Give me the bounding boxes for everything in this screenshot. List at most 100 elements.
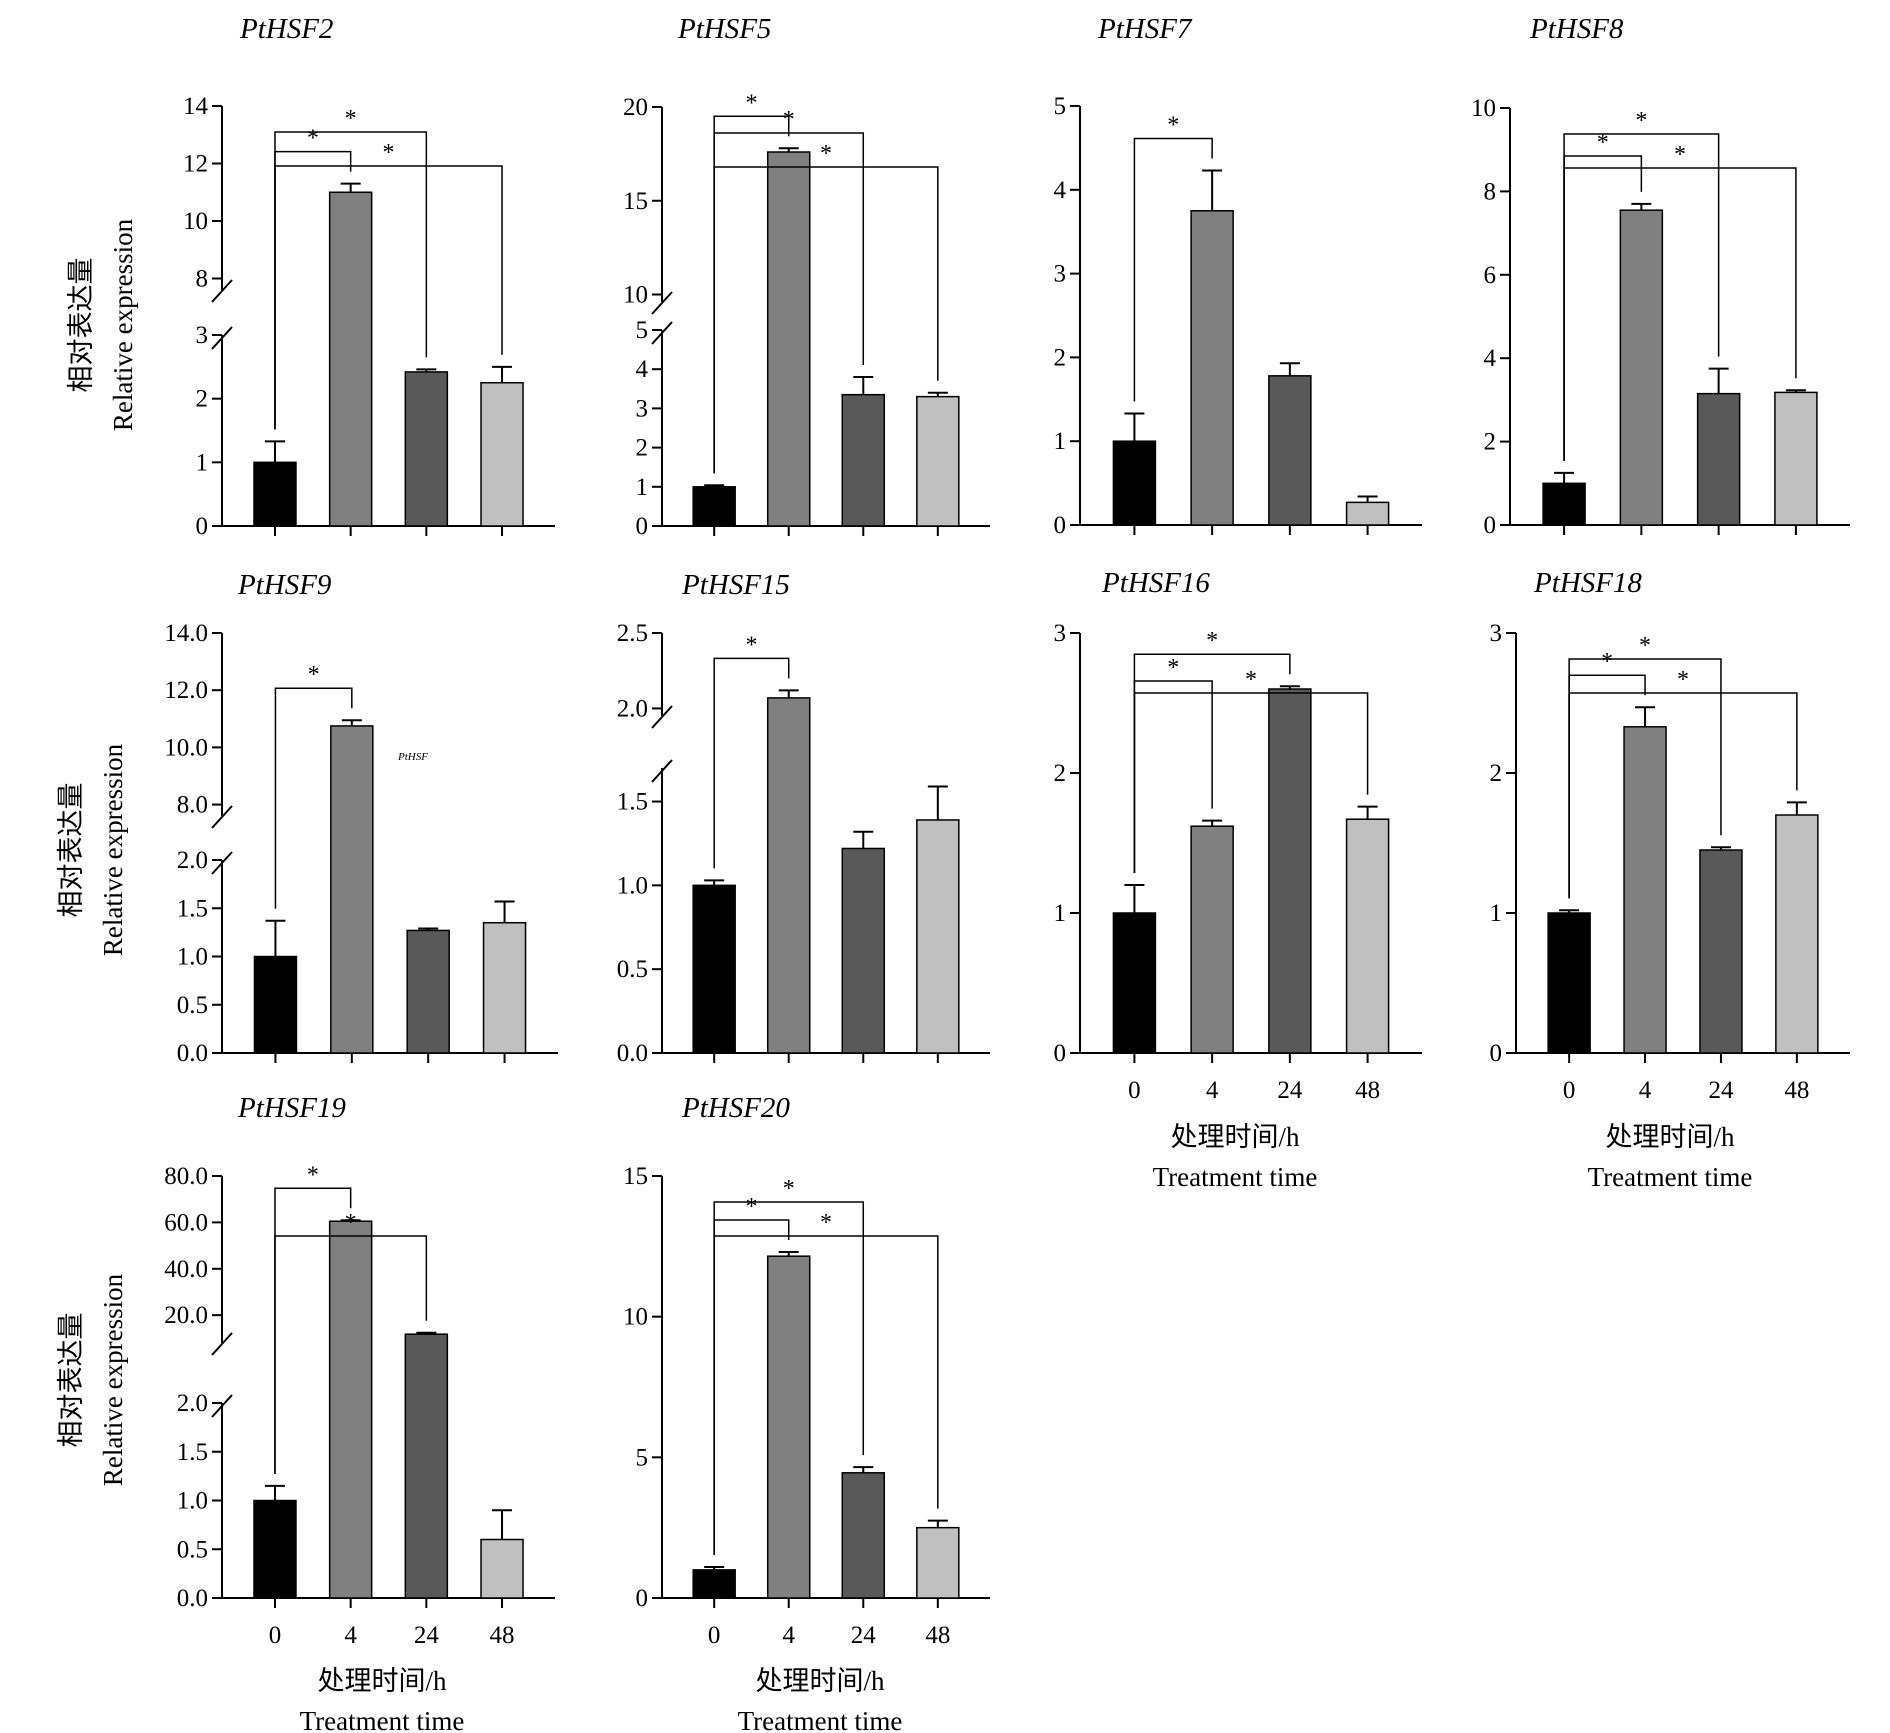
- x-tick-label: 24: [1277, 1077, 1303, 1104]
- x-tick-label: 4: [782, 1622, 795, 1649]
- x-tick-label: 48: [925, 1622, 950, 1649]
- axis-break-mark: [651, 291, 673, 315]
- y-tick-label: 0: [1484, 512, 1497, 539]
- y-tick-label: 12.0: [164, 677, 208, 704]
- y-tick-label: 12: [183, 151, 208, 178]
- chart-panel-pthsf5: PtHSF5 0 1 2 3 4 5 10 15 20 * * *: [623, 13, 990, 540]
- y-tick-label: 0: [1054, 1040, 1067, 1067]
- y-tick-label: 15: [623, 188, 648, 215]
- y-tick-label: 1.5: [177, 895, 208, 922]
- significance-bracket: [713, 1235, 939, 1556]
- y-tick-label: 8.0: [177, 792, 208, 819]
- y-tick-label: 14.0: [164, 620, 208, 647]
- y-tick-label: 80.0: [164, 1163, 208, 1190]
- bar-24h: [841, 847, 886, 1054]
- axis-break-mark: [211, 1332, 233, 1356]
- y-tick-label: 2: [1484, 429, 1497, 456]
- y-tick-label: 8: [196, 266, 209, 293]
- y-tick-label: 20: [623, 94, 648, 121]
- y-tick-label: 0.5: [617, 956, 648, 983]
- x-axis-label-cn: 处理时间/h: [317, 1666, 447, 1696]
- x-tick-label: 4: [1206, 1077, 1219, 1104]
- bar-0h: [692, 1569, 736, 1599]
- y-tick-label: 2.0: [177, 1390, 208, 1417]
- bar-48h: [916, 395, 960, 527]
- x-tick-label: 48: [1784, 1077, 1809, 1104]
- y-tick-label: 1: [196, 449, 209, 476]
- bar-4h: [1623, 726, 1667, 1054]
- x-axis-label-en: Treatment time: [300, 1706, 465, 1733]
- y-tick-label: 1: [1054, 428, 1067, 455]
- x-tick-label: 0: [1128, 1077, 1141, 1104]
- y-axis-label-row3: 相对表达量 Relative expression: [56, 1273, 128, 1486]
- axis-break-mark: [651, 705, 673, 729]
- significance-bracket: [1133, 692, 1369, 873]
- x-tick-label: 24: [414, 1622, 440, 1649]
- bar-48h: [480, 1538, 524, 1599]
- axis-break-mark: [211, 805, 233, 829]
- y-tick-label: 0: [636, 513, 649, 540]
- bar-48h: [916, 819, 960, 1054]
- y-tick-label: 0: [1490, 1040, 1503, 1067]
- bar-0h: [1112, 440, 1157, 526]
- x-axis-label-en: Treatment time: [1588, 1162, 1753, 1192]
- significance-star: *: [1635, 108, 1647, 134]
- chart-title: PtHSF15: [681, 569, 790, 601]
- significance-bracket: [713, 657, 790, 869]
- bar-0h: [253, 1499, 297, 1599]
- y-tick-label: 10.0: [164, 734, 208, 761]
- y-tick-label: 2.0: [617, 695, 648, 722]
- y-axis-label-cn: 相对表达量: [56, 1313, 86, 1448]
- y-tick-label: 3: [636, 395, 649, 422]
- significance-star: *: [1597, 130, 1609, 156]
- y-tick-label: 0: [196, 513, 209, 540]
- significance-star: *: [745, 90, 757, 116]
- bar-24h: [841, 1472, 886, 1599]
- significance-star: *: [783, 107, 795, 133]
- significance-star: *: [1601, 649, 1613, 675]
- y-tick-label: 3: [1054, 620, 1067, 647]
- x-tick-label: 4: [1639, 1077, 1652, 1104]
- bar-24h: [1699, 849, 1743, 1054]
- significance-bracket: [274, 1235, 428, 1474]
- y-tick-label: 5: [636, 317, 649, 344]
- y-tick-label: 5: [1054, 93, 1067, 120]
- bar-48h: [916, 1526, 960, 1599]
- y-axis-label-en: Relative expression: [98, 743, 128, 956]
- chart-panel-pthsf19: PtHSF19 0.0 0.5 1.0 1.5 2.0 20.0 40.0 60.0 80.0 0 4…: [164, 1092, 555, 1649]
- y-tick-label: 2: [636, 435, 649, 462]
- bar-48h: [1774, 391, 1818, 526]
- y-tick-label: 0.0: [617, 1040, 648, 1067]
- y-tick-label: 1.0: [177, 944, 208, 971]
- significance-star: *: [1674, 142, 1686, 168]
- y-tick-label: 1: [1490, 900, 1503, 927]
- chart-panel-pthsf16: PtHSF16 0 1 2 3 0 4 24 48 * * *: [1054, 567, 1422, 1104]
- y-tick-label: 2: [1054, 344, 1067, 371]
- y-tick-label: 0.5: [177, 1536, 208, 1563]
- y-tick-label: 1.5: [177, 1439, 208, 1466]
- x-axis-label-cn: 处理时间/h: [755, 1666, 885, 1696]
- x-axis-label-hsf19: 处理时间/h Treatment time: [300, 1666, 465, 1733]
- x-tick-label: 0: [269, 1622, 282, 1649]
- x-tick-label: 4: [344, 1622, 357, 1649]
- chart-title: PtHSF7: [1097, 13, 1193, 45]
- y-tick-label: 0.5: [177, 992, 208, 1019]
- significance-bracket: [713, 166, 939, 474]
- significance-star: *: [745, 632, 757, 658]
- bar-4h: [766, 151, 811, 527]
- stray-ptHSF-label: PtHSF: [397, 751, 428, 763]
- chart-title: PtHSF20: [681, 1092, 790, 1124]
- significance-star: *: [345, 106, 357, 132]
- chart-title: PtHSF8: [1529, 13, 1624, 45]
- x-axis-label-hsf18: 处理时间/h Treatment time: [1588, 1122, 1753, 1192]
- significance-star: *: [383, 140, 395, 166]
- significance-star: *: [1677, 667, 1689, 693]
- y-tick-label: 10: [623, 1304, 648, 1331]
- axis-break-mark: [211, 1394, 233, 1418]
- x-tick-label: 24: [1708, 1077, 1734, 1104]
- y-axis-label-row1: 相对表达量 Relative expression: [66, 218, 138, 431]
- chart-title: PtHSF5: [677, 13, 771, 45]
